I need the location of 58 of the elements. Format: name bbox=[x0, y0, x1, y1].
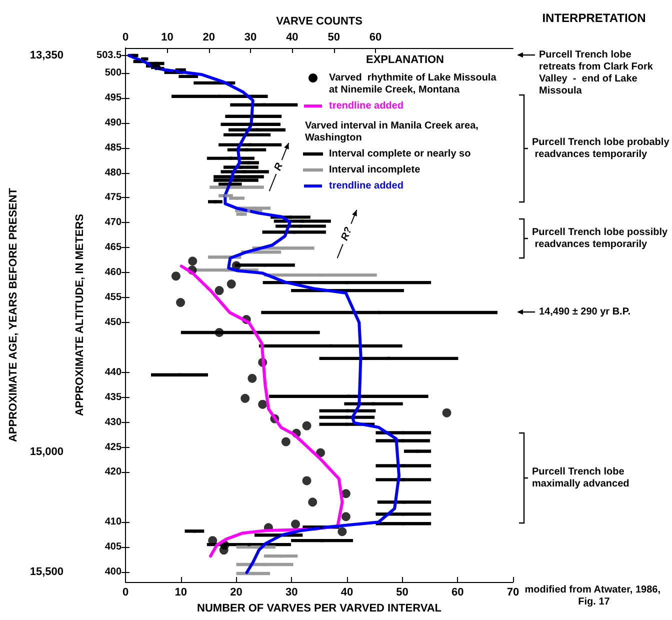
y-tick-label: 425 bbox=[104, 442, 122, 453]
y-tick-label: 470 bbox=[104, 217, 122, 228]
x-tick-label: 60 bbox=[452, 586, 464, 598]
y2-tick-label: 13,350 bbox=[30, 49, 64, 62]
y-tick-label: 495 bbox=[104, 92, 122, 104]
y2-tick-label: 15,500 bbox=[30, 566, 64, 578]
y-tick-label: 465 bbox=[104, 242, 122, 254]
y2-tick-label: 15,000 bbox=[30, 446, 64, 458]
y-tick-label: 455 bbox=[104, 292, 122, 304]
x-tick-label: 40 bbox=[340, 586, 354, 598]
y-axis-title: APPROXIMATE ALTITUDE, IN METERS bbox=[74, 214, 86, 416]
x2-tick-label: 60 bbox=[369, 32, 382, 44]
text: modified from Atwater, 1986, Fig. 17 bbox=[524, 584, 664, 608]
x-tick-label: 30 bbox=[285, 586, 298, 598]
legend-label: trendline added bbox=[329, 100, 404, 112]
y-tick-label: 475 bbox=[104, 192, 122, 204]
x-tick-label: 0 bbox=[122, 586, 129, 598]
y-tick-label: 420 bbox=[104, 466, 122, 478]
annotation: Varved interval in Manila Creek area, Washington bbox=[305, 120, 482, 144]
y-tick-label: 450 bbox=[104, 316, 122, 328]
text: Purcell Trench lobe maximally advanced bbox=[532, 466, 630, 490]
x2-tick-label: 50 bbox=[328, 32, 340, 44]
x-tick-label: 70 bbox=[506, 586, 520, 598]
x-tick-label: 10 bbox=[174, 586, 188, 598]
x2-tick-label: 20 bbox=[202, 32, 215, 44]
x2-tick-label: 30 bbox=[244, 32, 257, 44]
y-tick-label: 440 bbox=[104, 366, 122, 378]
annotation: R? bbox=[339, 226, 355, 242]
text: Purcell Trench lobe probably readvances temporarily bbox=[532, 137, 670, 160]
y-tick-label: 460 bbox=[104, 267, 122, 278]
x2-tick-label: 10 bbox=[161, 32, 174, 44]
y-tick-label: 480 bbox=[104, 167, 122, 178]
y-tick-label: 410 bbox=[104, 516, 122, 528]
legend-label: Interval complete or nearly so bbox=[329, 148, 471, 160]
x2-tick-label: 40 bbox=[286, 32, 298, 44]
y-tick-label: 435 bbox=[104, 392, 122, 403]
legend-label: Interval incomplete bbox=[329, 164, 421, 176]
text: Purcell Trench lobe possibly readvances temporarily bbox=[532, 227, 668, 250]
x-tick-label: 50 bbox=[396, 586, 408, 598]
y-tick-label: 405 bbox=[104, 542, 122, 553]
x2-tick-label: 0 bbox=[122, 32, 129, 44]
y-tick-label: 500 bbox=[104, 67, 122, 78]
legend-label: trendline added bbox=[329, 180, 404, 192]
y2-axis-title: APPROXIMATE AGE, YEARS BEFORE PRESENT bbox=[8, 188, 20, 442]
x-tick-label: 20 bbox=[230, 586, 242, 598]
y-tick-label: 400 bbox=[104, 566, 122, 578]
legend-title: EXPLANATION bbox=[366, 54, 444, 66]
y-tick-label: 503.5 bbox=[96, 50, 122, 61]
x2-axis-title: VARVE COUNTS bbox=[276, 16, 362, 28]
annotation: R bbox=[272, 160, 286, 172]
y-tick-label: 490 bbox=[104, 117, 122, 128]
text: Purcell Trench lobe retreats from Clark Fork Valley - end of Lake Missoula bbox=[539, 50, 656, 96]
y-tick-label: 430 bbox=[104, 416, 122, 428]
legend-label: Varved rhythmite of Lake Missoula at Ninemile Creek, Montana bbox=[329, 72, 500, 96]
x-axis-title: NUMBER OF VARVES PER VARVED INTERVAL bbox=[197, 602, 442, 614]
y-tick-label: 485 bbox=[104, 142, 122, 154]
text: INTERPRETATION bbox=[542, 11, 646, 25]
text: 14,490 ± 290 yr B.P. bbox=[539, 306, 631, 318]
